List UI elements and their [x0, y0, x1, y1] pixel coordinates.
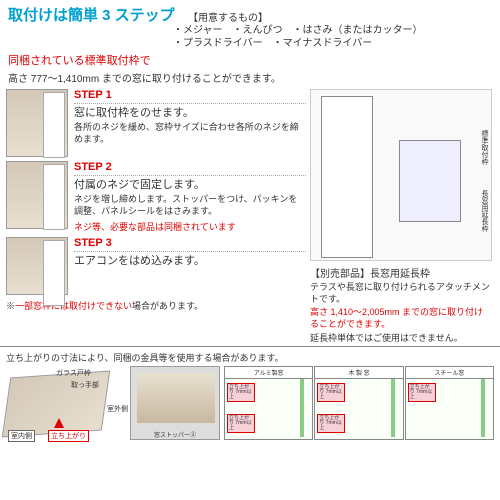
arrow-icon [54, 418, 64, 428]
col-head: スチール窓 [406, 367, 493, 379]
frame-note: 同梱されている標準取付枠で [8, 52, 492, 68]
iso-label-rise: 立ち上がり [48, 430, 89, 442]
step-label: STEP 1 [74, 89, 306, 104]
step-3: STEP 3 エアコンをはめ込みます。 [6, 237, 306, 295]
prep-items: ・メジャー ・えんぴつ ・はさみ（またはカッター） ・プラスドライバー ・マイナ… [173, 24, 492, 50]
frame-diagram: 標準取付枠 長窓用延長枠 [310, 89, 492, 261]
col-steel: スチール窓 立ち上がり 7mm以上 [405, 366, 494, 440]
diagram-label: 長窓用延長枠 [479, 190, 489, 232]
rise-spec: 立ち上がり 7mm以上 [317, 383, 345, 402]
col-head: アルミ製窓 [225, 367, 312, 379]
caution-red: 一部窓枠には取付けできない [15, 301, 132, 311]
accessory-column: 標準取付枠 長窓用延長枠 【別売部品】長窓用延長枠 テラスや長窓に取り付けられる… [306, 89, 492, 344]
step-2: STEP 2 付属のネジで固定します。 ネジを増し締めします。ストッパーをつけ、… [6, 161, 306, 233]
caution-post: 場合があります。 [132, 301, 203, 311]
window-type-columns: アルミ製窓 立ち上がり 7mm以上 立ち上がり 7mm以上 木 製 窓 立ち上が… [224, 366, 494, 440]
iso-diagram: ガラス戸枠 取っ手部 室外側 室内側 立ち上がり [6, 366, 126, 440]
step-heading: 付属のネジで固定します。 [74, 178, 306, 192]
prep-line: ・メジャー ・えんぴつ ・はさみ（またはカッター） [173, 24, 492, 37]
step-body: ネジを増し締めします。ストッパーをつけ、パッキンを調整、パネルシールをはさみます… [74, 194, 306, 217]
stopper-photo: 窓ストッパー② [130, 366, 220, 440]
photo-caption: 窓ストッパー② [131, 430, 219, 439]
step-image [6, 161, 68, 229]
step-label: STEP 3 [74, 237, 306, 252]
steps-column: STEP 1 窓に取付枠をのせます。 各所のネジを緩め、窓枠サイズに合わせ各所の… [6, 89, 306, 344]
prep-title: 【用意するもの】 [188, 9, 492, 24]
step-body: 各所のネジを緩め、窓枠サイズに合わせ各所のネジを締めます。 [74, 122, 306, 145]
caution-pre: ※ [6, 301, 15, 311]
step-image [6, 89, 68, 157]
iso-label-indoor: 室内側 [8, 430, 35, 442]
iso-label: ガラス戸枠 [56, 368, 91, 378]
accessory-foot: 延長枠単体ではご使用はできません。 [310, 333, 492, 345]
rise-spec: 立ち上がり 7mm以上 [317, 414, 345, 433]
step-1: STEP 1 窓に取付枠をのせます。 各所のネジを緩め、窓枠サイズに合わせ各所の… [6, 89, 306, 157]
step-label: STEP 2 [74, 161, 306, 176]
step-image [6, 237, 68, 295]
accessory-red: 高さ 1,410～2,005mm までの窓に取り付けることができます。 [310, 307, 492, 330]
accessory-body: テラスや長窓に取り付けられるアタッチメントです。 [310, 282, 492, 305]
rise-spec: 立ち上がり 7mm以上 [227, 383, 255, 402]
rise-spec: 立ち上がり 7mm以上 [227, 414, 255, 433]
prep-line: ・プラスドライバー ・マイナスドライバー [173, 37, 492, 50]
step-note: ネジ等、必要な部品は同梱されています [74, 220, 306, 233]
step-heading: エアコンをはめ込みます。 [74, 254, 306, 268]
col-wood: 木 製 窓 立ち上がり 7mm以上 立ち上がり 7mm以上 [314, 366, 403, 440]
accessory-title: 【別売部品】長窓用延長枠 [310, 265, 492, 280]
rise-spec: 立ち上がり 7mm以上 [408, 383, 436, 402]
diagram-label: 標準取付枠 [479, 130, 489, 165]
col-aluminum: アルミ製窓 立ち上がり 7mm以上 立ち上がり 7mm以上 [224, 366, 313, 440]
step-heading: 窓に取付枠をのせます。 [74, 106, 306, 120]
height-note: 高さ 777～1,410mm までの窓に取り付けることができます。 [8, 70, 492, 85]
bottom-note: 立ち上がりの寸法により、同梱の金具等を使用する場合があります。 [6, 351, 494, 364]
iso-label: 室外側 [107, 404, 128, 414]
col-head: 木 製 窓 [315, 367, 402, 379]
iso-label: 取っ手部 [71, 380, 99, 390]
bottom-section: 立ち上がりの寸法により、同梱の金具等を使用する場合があります。 ガラス戸枠 取っ… [0, 346, 500, 442]
